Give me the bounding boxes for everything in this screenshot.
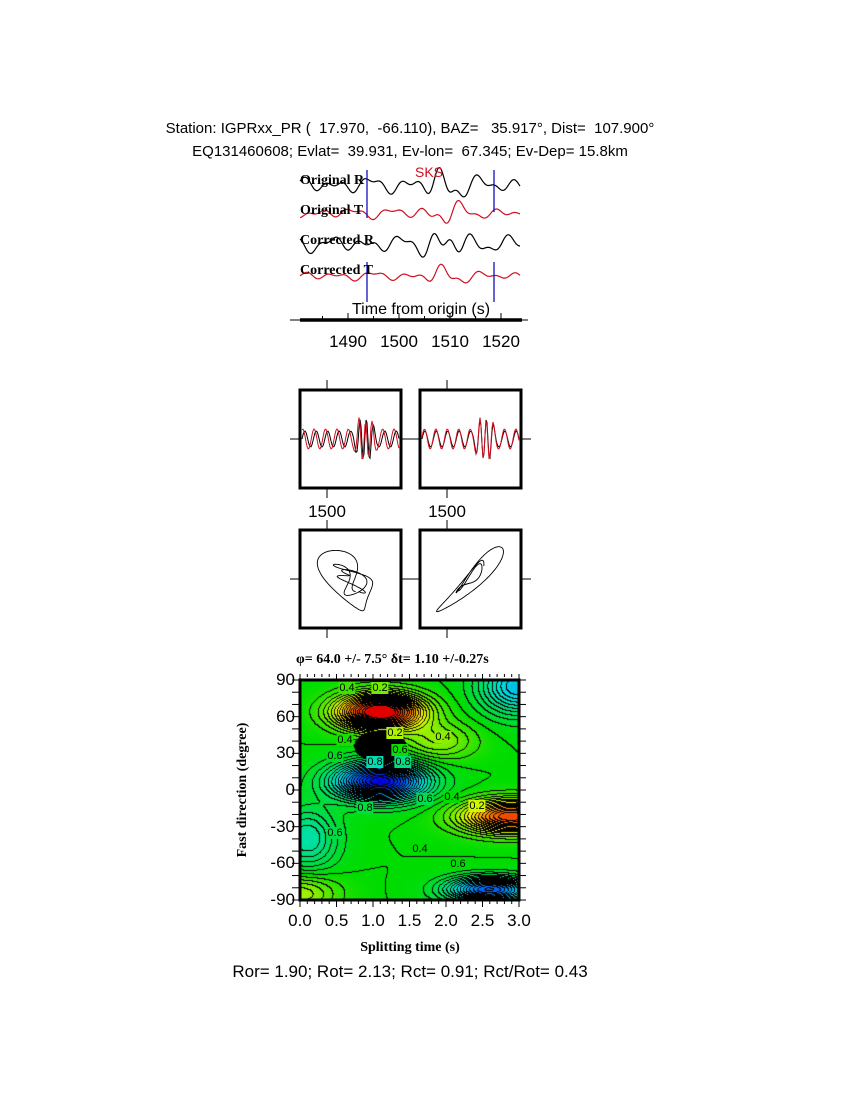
y-tick: 30: [276, 743, 295, 763]
contour-label: 0.8: [356, 802, 374, 814]
x-tick: 2.5: [470, 911, 495, 930]
plot-frame: [298, 678, 521, 902]
seismogram-trace: [299, 200, 521, 224]
contour-label: 0.4: [338, 682, 356, 694]
ratio-summary: Ror= 1.90; Rot= 2.13; Rct= 0.91; Rct/Rot…: [232, 962, 588, 981]
contour-label: 0.4: [336, 734, 354, 746]
time-tick-1500: 1500: [380, 332, 418, 351]
contour-label: 0.6: [416, 793, 434, 805]
contour-label: 0.2: [386, 727, 404, 739]
seismogram-trace: [299, 232, 521, 258]
contour-label: 0.6: [449, 858, 467, 870]
trace-label-original-r: Original R: [300, 173, 365, 188]
time-tick-1490: 1490: [329, 332, 367, 351]
contour-label: 0.6: [326, 827, 344, 839]
particle-motion-path: [316, 549, 374, 612]
window-and-particle-motion: [290, 380, 531, 638]
phase-label-sks: SKS: [415, 164, 444, 180]
y-tick: -90: [270, 890, 295, 909]
y-tick: -60: [270, 853, 295, 873]
waveform-window-corrected: [418, 388, 523, 490]
contour-label: 0.4: [443, 791, 461, 803]
contour-label: 0.6: [391, 744, 409, 756]
slow-component-trace: [301, 417, 400, 460]
energy-map-axes: [292, 674, 526, 907]
x-tick: 3.0: [507, 911, 531, 930]
event-info: EQ131460608; Evlat= 39.931, Ev-lon= 67.3…: [192, 143, 628, 160]
particle-motion-original: [298, 528, 403, 630]
seismogram-trace: [299, 166, 521, 198]
slow-component-trace: [421, 417, 520, 460]
time-tick-1510: 1510: [431, 332, 469, 351]
contour-label: 0.8: [394, 756, 412, 768]
contour-label: 0.2: [468, 800, 486, 812]
fast-component-trace: [301, 419, 400, 460]
y-axis-label: Fast direction (degree): [235, 722, 250, 858]
contour-label: 0.8: [366, 756, 384, 768]
trace-label-corrected-t: Corrected T: [300, 263, 373, 278]
contour-label: 0.4: [434, 731, 452, 743]
particle-motion-corrected: [418, 528, 523, 630]
energy-map-heatmap: [300, 680, 519, 900]
contour-label: 0.2: [371, 682, 389, 694]
seismogram-trace: [299, 263, 521, 284]
grid-search-title: φ= 64.0 +/- 7.5° δt= 1.10 +/-0.27s: [296, 652, 489, 667]
window-tick-right: 1500: [428, 502, 466, 521]
particle-motion-path: [436, 546, 504, 613]
y-tick: 60: [276, 706, 295, 726]
x-tick: 1.0: [361, 911, 385, 930]
y-tick: 90: [276, 670, 295, 689]
contour-label: 0.6: [326, 750, 344, 762]
best-fit-star-icon: ★: [357, 687, 375, 710]
time-axis-label: Time from origin (s): [352, 301, 491, 318]
x-tick: 2.0: [434, 911, 458, 930]
x-tick: 0.0: [288, 911, 312, 930]
window-tick-left: 1500: [308, 502, 346, 521]
y-tick: -30: [270, 816, 295, 836]
x-axis-label: Splitting time (s): [360, 940, 460, 955]
seismogram-panel: [290, 166, 528, 322]
trace-label-corrected-r: Corrected R: [300, 233, 374, 248]
x-tick: 1.5: [397, 911, 422, 930]
x-tick: 0.5: [324, 911, 349, 930]
y-tick: 0: [285, 780, 295, 799]
contour-label: 0.4: [411, 843, 429, 855]
trace-label-original-t: Original T: [300, 203, 364, 218]
time-tick-1520: 1520: [482, 332, 520, 351]
station-info: Station: IGPRxx_PR ( 17.970, -66.110), B…: [165, 120, 655, 137]
